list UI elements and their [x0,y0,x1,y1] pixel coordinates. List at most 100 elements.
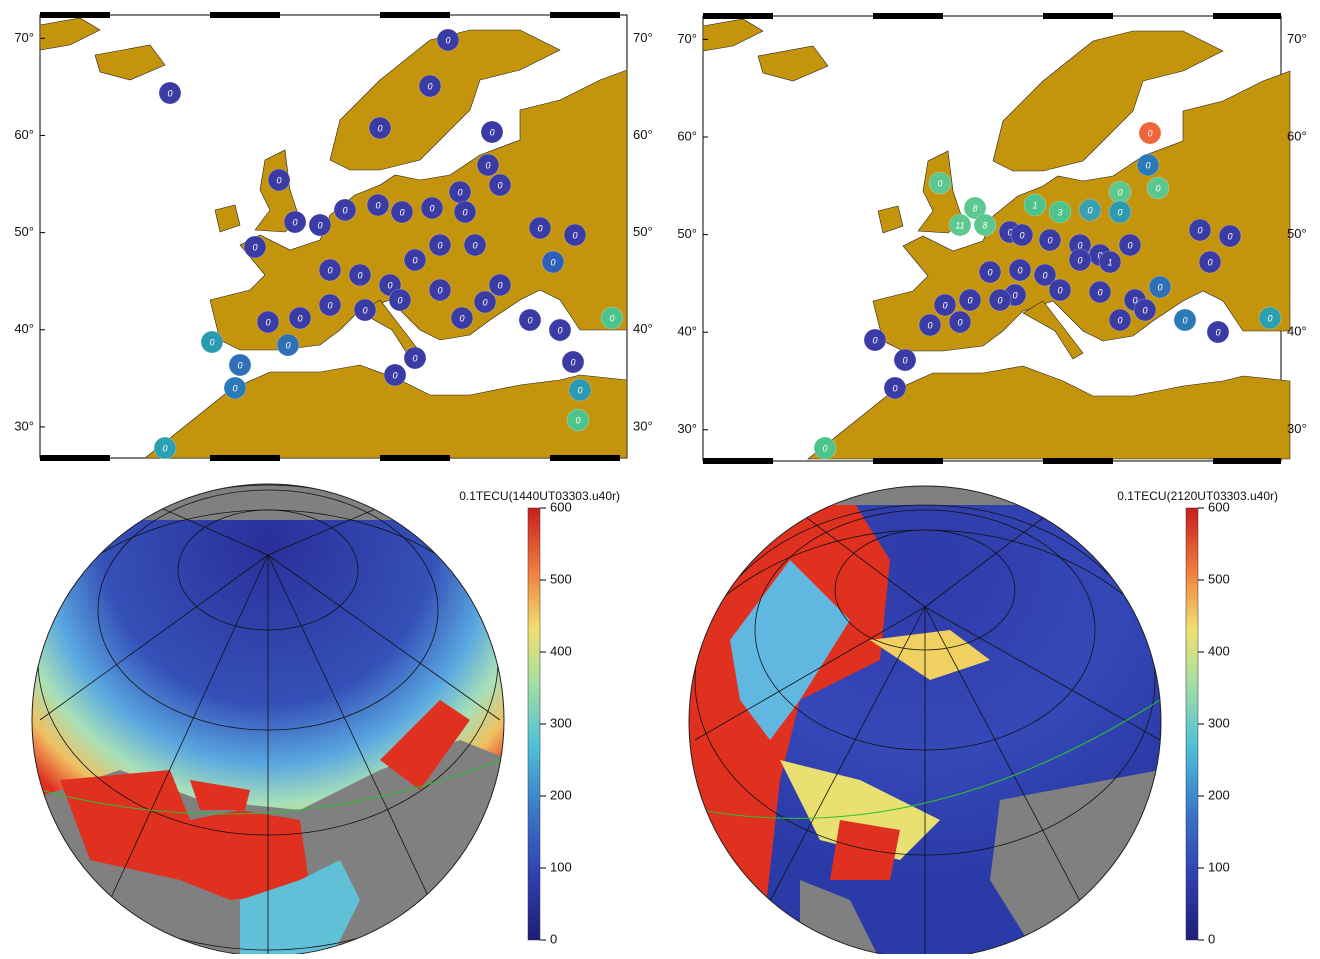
station-label: 1 [1107,257,1112,267]
station-label: 0 [927,320,932,330]
station: 0 [864,329,886,351]
station-label: 0 [575,415,580,425]
station: 0 [549,319,571,341]
tec-globe-right [645,480,1205,954]
station-label: 0 [1117,207,1122,217]
station: 0 [529,217,551,239]
station: 0 [1069,249,1091,271]
station: 0 [1199,251,1221,273]
colorbar-tick-label: 300 [550,715,572,730]
station-label: 0 [362,305,367,315]
station-label: 0 [957,317,962,327]
station: 0 [154,437,176,459]
station: 0 [884,377,906,399]
station-label: 0 [342,205,347,215]
station: 0 [1149,276,1171,298]
station: 0 [1189,219,1211,241]
station: 0 [334,199,356,221]
lat-label: 40° [677,324,697,339]
station-label: 0 [292,217,297,227]
station: 0 [1089,281,1111,303]
lat-label: 40° [14,321,34,336]
lat-label: 60° [1287,128,1307,143]
station: 0 [1109,201,1131,223]
station: 0 [1134,299,1156,321]
station: 0 [569,379,591,401]
station-label: 0 [872,335,877,345]
station: 0 [489,174,511,196]
station-label: 0 [902,355,907,365]
station-label: 0 [1117,187,1122,197]
station: 0 [449,181,471,203]
lat-label: 70° [633,30,653,45]
station-label: 0 [967,295,972,305]
station-label: 0 [437,240,442,250]
station: 0 [474,291,496,313]
station: 0 [567,409,589,431]
station-label: 0 [1157,282,1162,292]
station-label: 0 [1017,265,1022,275]
station-label: 0 [497,280,502,290]
lat-label: 70° [677,31,697,46]
station-label: 0 [237,360,242,370]
station: 0 [464,234,486,256]
station-label: 0 [570,357,575,367]
station: 0 [1009,259,1031,281]
station-label: 0 [357,270,362,280]
colorbar-tick-label: 0 [550,931,557,946]
station-label: 0 [209,337,214,347]
station: 0 [894,349,916,371]
station-label: 0 [1097,287,1102,297]
station-label: 0 [317,220,322,230]
colorbar-tick-label: 600 [550,499,572,514]
colorbar-tick-label: 400 [550,643,572,658]
station: 0 [1079,199,1101,221]
station-label: 0 [892,383,897,393]
colorbar-tick-label: 300 [1208,715,1230,730]
station-label: 0 [1267,313,1272,323]
station: 0 [489,274,511,296]
station-label: 0 [527,315,532,325]
station: 3 [1049,201,1071,223]
station: 0 [481,121,503,143]
station-label: 0 [1012,290,1017,300]
station: 0 [1011,224,1033,246]
station-label: 0 [297,313,302,323]
station-label: 0 [437,285,442,295]
lat-label: 30° [633,418,653,433]
station: 0 [201,331,223,353]
station-label: 3 [1057,207,1062,217]
station-label: 0 [942,300,947,310]
colorbar-tick-label: 100 [550,859,572,874]
station-label: 0 [427,81,432,91]
station: 0 [257,311,279,333]
station-label: 0 [1197,225,1202,235]
lat-label: 50° [633,224,653,239]
station-label: 0 [265,317,270,327]
lat-label: 50° [677,226,697,241]
station-label: 0 [392,370,397,380]
station-label: 0 [1019,230,1024,240]
station: 0 [1174,309,1196,331]
station: 0 [564,224,586,246]
station: 1 [1099,251,1121,273]
colorbar-title: 0.1TECU(1440UT03303.u40r) [459,489,620,503]
colorbar [1186,508,1198,940]
station: 11 [949,214,971,236]
station: 0 [929,172,951,194]
station-label: 1 [1032,200,1037,210]
colorbar-title: 0.1TECU(2120UT03303.u40r) [1117,489,1278,503]
station-label: 0 [1207,257,1212,267]
lat-label: 60° [677,128,697,143]
station: 0 [419,75,441,97]
station-label: 0 [327,300,332,310]
lat-label: 30° [1287,421,1307,436]
station: 0 [289,307,311,329]
station-label: 0 [937,178,942,188]
station-label: 0 [285,340,290,350]
station: 0 [309,214,331,236]
station-label: 0 [987,267,992,277]
station: 0 [404,347,426,369]
station-label: 0 [1042,270,1047,280]
station: 0 [1219,225,1241,247]
